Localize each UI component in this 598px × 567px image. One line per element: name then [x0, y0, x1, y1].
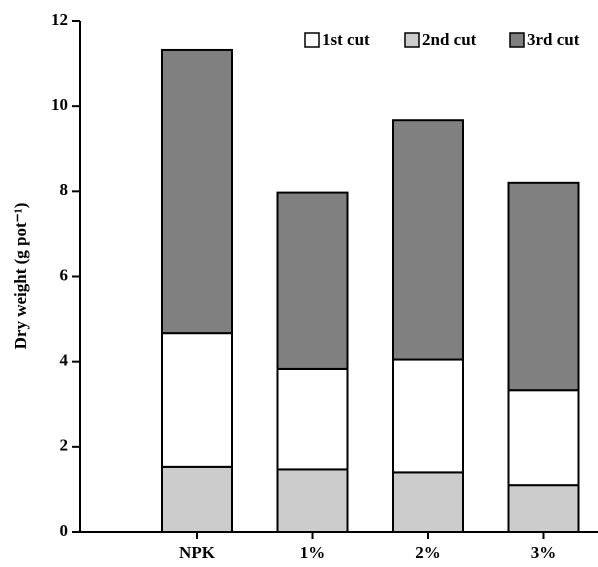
legend-swatch — [304, 32, 320, 48]
bar-segment — [161, 465, 233, 533]
x-tick-label: 1% — [300, 543, 326, 562]
y-axis-label: Dry weight (g pot⁻¹) — [11, 203, 30, 350]
y-tick-label: 4 — [60, 351, 69, 370]
legend-swatch — [404, 32, 420, 48]
bar-segment — [161, 332, 233, 468]
bar-segment — [276, 191, 349, 370]
y-tick-label: 0 — [60, 521, 69, 540]
legend-label: 1st cut — [322, 30, 370, 49]
legend-swatch — [509, 32, 525, 48]
legend-label: 2nd cut — [422, 30, 477, 49]
bar-segment — [392, 471, 464, 533]
y-tick-label: 2 — [60, 436, 69, 455]
bar-segment — [392, 119, 464, 361]
x-tick-label: NPK — [179, 543, 216, 562]
bar-segment — [392, 358, 464, 474]
bar-segment — [507, 484, 580, 533]
bar-segment — [276, 367, 349, 471]
bar-segment — [161, 48, 233, 335]
legend-label: 3rd cut — [527, 30, 580, 49]
y-tick-label: 12 — [51, 10, 68, 29]
bar-segment — [276, 468, 349, 533]
y-tick-label: 10 — [51, 95, 68, 114]
x-tick-label: 2% — [415, 543, 441, 562]
bar-segment — [507, 389, 580, 487]
x-tick-label: 3% — [531, 543, 557, 562]
bar-segment — [507, 181, 580, 392]
y-tick-label: 6 — [60, 265, 69, 284]
y-tick-label: 8 — [60, 180, 69, 199]
